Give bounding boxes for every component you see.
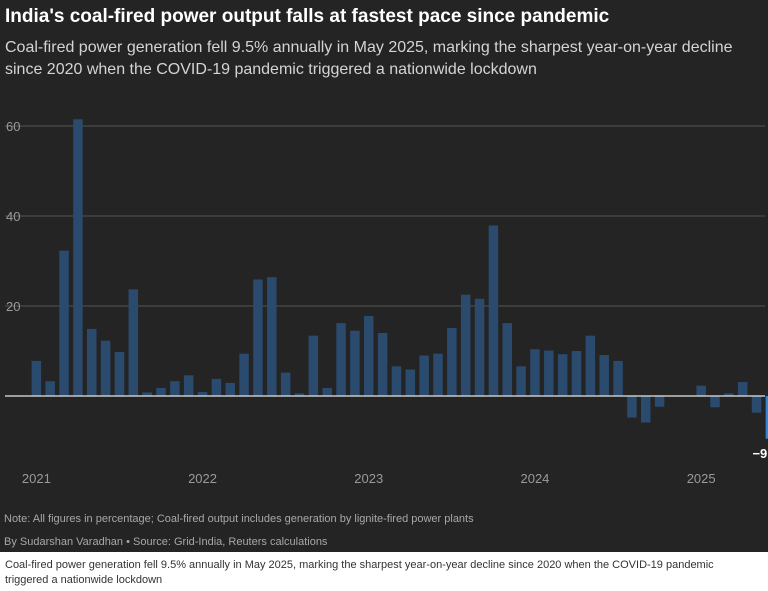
bar [405,369,416,396]
bar [765,396,768,439]
chart-graphic: India's coal-fired power output falls at… [0,0,768,552]
bar [100,340,111,396]
bar [627,396,637,418]
bar [280,372,291,396]
bar [613,360,623,396]
bar [460,294,471,396]
bar [585,335,596,396]
bar [737,382,748,396]
bar [253,279,263,396]
bar [447,328,457,396]
chart-note: Note: All figures in percentage; Coal-fi… [4,513,474,525]
bar [599,355,609,396]
bar [641,396,651,423]
bar [197,391,208,396]
bar [225,382,235,396]
x-tick-label: 2025 [687,471,716,486]
bar [294,393,305,396]
bar [350,330,360,396]
bar [73,119,83,396]
chart-subtitle: Coal-fired power generation fell 9.5% an… [5,39,733,78]
bar [516,366,526,396]
bar [267,277,277,396]
bar [502,323,512,396]
bar [183,375,194,396]
x-tick-label: 2021 [22,471,51,486]
bar [59,250,69,396]
bar [364,315,374,396]
bar [474,298,485,396]
chart-title: India's coal-fired power output falls at… [5,6,610,27]
x-tick-label: 2022 [188,471,217,486]
bar [170,381,180,396]
bar [308,335,319,396]
bar [710,396,720,408]
bar [239,353,249,396]
bar [544,350,554,396]
bar [45,381,55,396]
y-tick-label: 60 [6,119,20,134]
bar [87,328,97,396]
bar [724,393,734,396]
image-caption: Coal-fired power generation fell 9.5% an… [5,559,714,586]
bar [156,387,166,396]
bar [128,289,139,396]
chart-byline: By Sudarshan Varadhan • Source: Grid-Ind… [4,536,328,548]
bar [571,351,582,396]
bar [696,385,706,396]
bar [488,225,499,396]
bar [211,378,222,396]
bar [654,396,665,407]
bar [557,354,568,396]
bar [114,351,125,396]
y-tick-label: 40 [6,209,20,224]
bar [751,396,762,413]
bar [142,392,152,396]
bar [336,323,346,396]
bar [322,387,332,396]
bar [31,360,42,396]
y-tick-label: 20 [6,299,20,314]
bar [433,353,443,396]
bar [391,366,402,396]
bar [530,349,540,396]
bar [419,355,429,396]
latest-value-label: −9.5 [752,446,768,461]
x-tick-label: 2024 [520,471,549,486]
bar-chart: 20 40 60 −9.5 2021 2022 2023 2024 2025 [5,119,768,486]
x-tick-label: 2023 [354,471,383,486]
bar [377,333,388,396]
